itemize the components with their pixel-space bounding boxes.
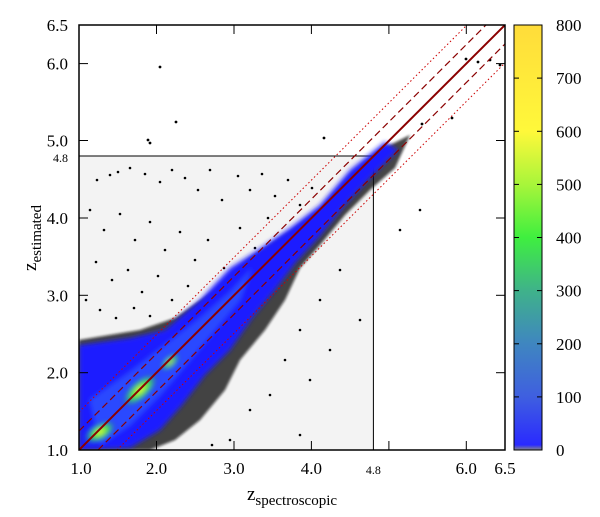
x-tick-2.0: 2.0 [146,459,167,478]
density-heatmap [79,142,398,450]
y-tick-3.0: 3.0 [47,286,68,305]
y-tick-1.0: 1.0 [47,441,68,460]
x-axis-ticks [156,25,467,450]
y-tick-labels: 1.0 2.0 3.0 4.0 4.8 5.0 6.0 6.5 [47,16,68,460]
y-tick-5.0: 5.0 [47,132,68,151]
x-tick-4.8: 4.8 [366,463,381,477]
x-tick-6.0: 6.0 [456,459,477,478]
lower-dotted-line [116,62,505,450]
x-tick-3.0: 3.0 [223,459,244,478]
colorbar: 0 100 200 300 400 500 600 700 800 [513,16,582,460]
y-axis-label: zestimated [20,205,45,271]
colorbar-tick-400: 400 [556,229,582,248]
x-tick-6.5: 6.5 [494,459,515,478]
x-axis-label: zspectroscopic [247,484,337,509]
upper-dotted-line [79,25,468,413]
lower-dashed-line [97,43,505,450]
colorbar-tick-100: 100 [556,388,582,407]
colorbar-tick-700: 700 [556,69,582,88]
y-axis-ticks [79,63,505,374]
reference-lines [79,25,505,450]
y-tick-2.0: 2.0 [47,364,68,383]
y-tick-6.0: 6.0 [47,55,68,74]
y-tick-6.5: 6.5 [47,16,68,35]
plot-area [79,25,505,450]
identity-line [79,25,505,450]
colorbar-tick-0: 0 [556,441,565,460]
colorbar-tick-200: 200 [556,335,582,354]
colorbar-tick-500: 500 [556,175,582,194]
upper-dashed-line [79,25,487,432]
y-tick-4.0: 4.0 [47,209,68,228]
colorbar-tick-300: 300 [556,282,582,301]
x-tick-1.0: 1.0 [70,459,91,478]
colorbar-tick-800: 800 [556,16,582,35]
y-tick-4.8: 4.8 [53,151,68,165]
plot-frame [78,24,506,451]
x-tick-labels: 1.0 2.0 3.0 4.0 4.8 6.0 6.5 [70,459,515,478]
x-tick-4.0: 4.0 [301,459,322,478]
colorbar-tick-600: 600 [556,122,582,141]
